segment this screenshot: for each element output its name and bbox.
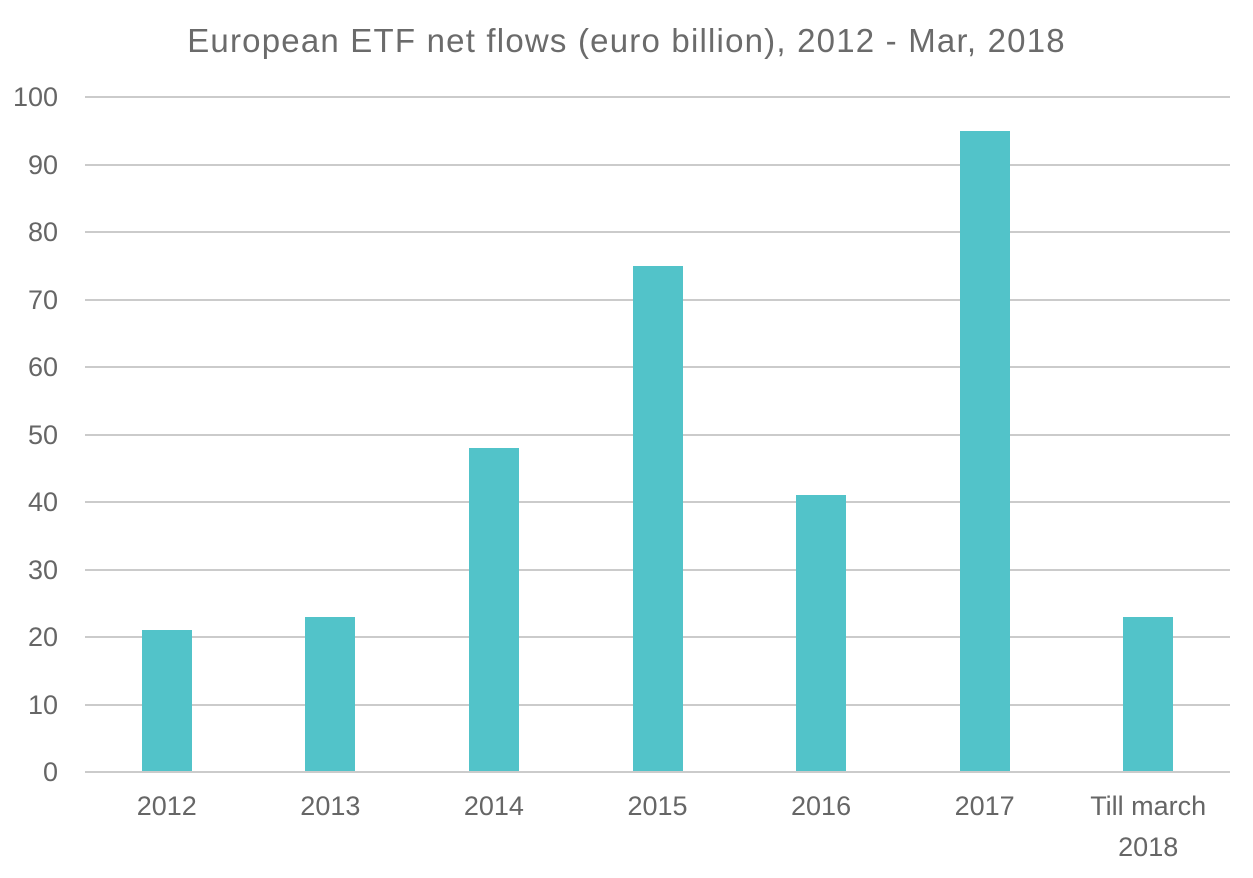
x-tick-label-2016: 2016: [791, 791, 852, 821]
y-tick-label-50: 50: [27, 419, 58, 450]
x-tick-label-2012: 2012: [136, 791, 197, 821]
bar-2015: [632, 265, 683, 772]
y-tick-label-30: 30: [27, 554, 58, 585]
y-tick-label-0: 0: [42, 757, 58, 787]
bar-till-march-2018: [1123, 616, 1174, 772]
y-tick-label-20: 20: [27, 622, 58, 652]
x-axis-baseline: [85, 771, 1230, 773]
y-tick-label-80: 80: [27, 217, 58, 247]
bar-2014: [468, 448, 519, 772]
y-tick-label-40: 40: [27, 487, 58, 517]
x-tick-label-2017: 2017: [954, 791, 1015, 821]
bar-2017: [959, 130, 1010, 772]
bar-2012: [141, 630, 192, 772]
x-tick-label-2013: 2013: [300, 791, 361, 821]
x-tick-label-2015: 2015: [627, 791, 688, 821]
gridline: [85, 163, 1230, 166]
gridline: [85, 231, 1230, 233]
y-tick-label-70: 70: [27, 284, 58, 315]
y-tick-label-100: 100: [12, 82, 58, 112]
x-tick-label-till-march-2018: Till march 2018: [1090, 791, 1207, 862]
bar-2016: [796, 495, 847, 772]
y-tick-label-60: 60: [27, 352, 58, 382]
y-tick-label-10: 10: [27, 689, 58, 720]
gridline: [85, 96, 1230, 98]
x-tick-label-2014: 2014: [463, 791, 524, 821]
chart-title: European ETF net flows (euro billion), 2…: [187, 22, 1066, 59]
y-tick-label-90: 90: [27, 149, 58, 180]
bar-2013: [305, 616, 356, 772]
